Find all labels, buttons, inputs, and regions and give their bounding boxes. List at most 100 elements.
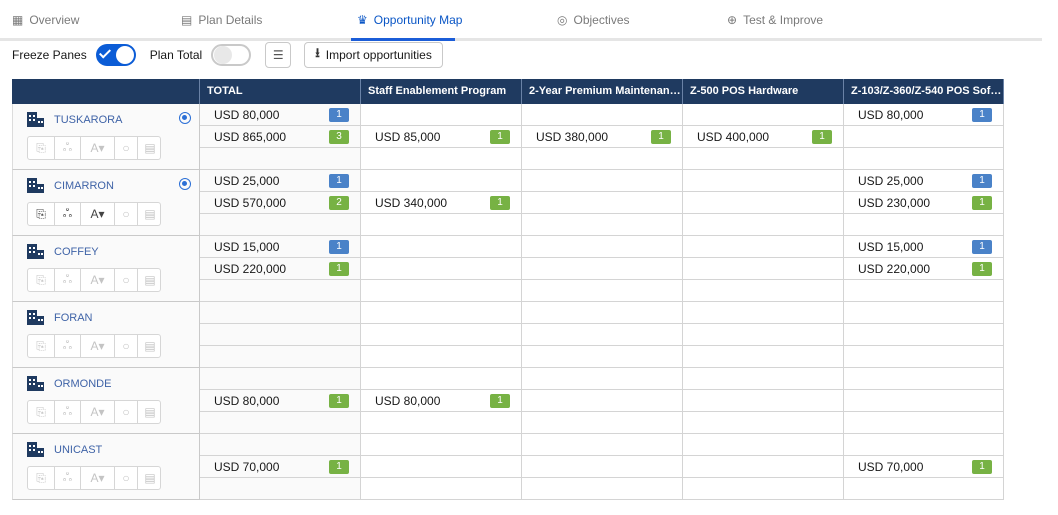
account-name[interactable]: UNICAST xyxy=(54,443,103,456)
amount-value[interactable]: USD 25,000 xyxy=(214,174,280,188)
total-cell[interactable]: USD 80,000 1 xyxy=(200,390,361,412)
count-badge[interactable]: 1 xyxy=(329,394,349,408)
amount-value[interactable]: USD 80,000 xyxy=(214,108,280,122)
count-badge[interactable]: 1 xyxy=(972,460,992,474)
circle-icon[interactable]: ○ xyxy=(115,203,138,225)
amount-value[interactable]: USD 400,000 xyxy=(697,130,770,144)
amount-value[interactable]: USD 70,000 xyxy=(858,460,924,474)
opportunity-cell[interactable]: USD 25,000 1 xyxy=(844,170,1004,192)
circle-icon[interactable]: ○ xyxy=(115,269,138,291)
opportunity-cell[interactable]: USD 85,000 1 xyxy=(361,126,522,148)
total-cell[interactable]: USD 865,000 3 xyxy=(200,126,361,148)
clipboard-icon[interactable]: ▤ xyxy=(144,207,156,221)
total-cell[interactable]: USD 15,000 1 xyxy=(200,236,361,258)
hierarchy-icon[interactable]: ஃ xyxy=(55,269,81,291)
hierarchy-icon[interactable]: ஃ xyxy=(55,467,81,489)
list-view-button[interactable]: ☰ xyxy=(265,42,292,68)
clipboard-icon[interactable]: ▤ xyxy=(144,141,156,155)
import-opportunities-button[interactable]: ⭳ Import opportunities xyxy=(304,42,443,68)
amount-value[interactable]: USD 80,000 xyxy=(858,108,924,122)
tab-plan-details[interactable]: ▤ Plan Details xyxy=(181,11,262,29)
report-icon[interactable]: ⎘ xyxy=(28,401,55,423)
tab-objectives[interactable]: ◎ Objectives xyxy=(557,11,630,29)
hierarchy-icon[interactable]: ஃ xyxy=(55,401,81,423)
count-badge[interactable]: 1 xyxy=(329,460,349,474)
report-icon[interactable]: ⎘ xyxy=(28,467,55,489)
amount-value[interactable]: USD 220,000 xyxy=(858,262,931,276)
font-size-icon[interactable]: A▾ xyxy=(81,467,115,489)
opportunity-cell[interactable]: USD 80,000 1 xyxy=(844,104,1004,126)
hierarchy-icon[interactable]: ஃ xyxy=(55,137,81,159)
column-header[interactable]: Z-103/Z-360/Z-540 POS Soft... xyxy=(844,79,1004,104)
column-header[interactable]: Staff Enablement Program xyxy=(361,79,522,104)
circle-icon[interactable]: ○ xyxy=(115,137,138,159)
count-badge[interactable]: 1 xyxy=(329,174,349,188)
clipboard-icon[interactable]: ▤ xyxy=(144,339,156,353)
clipboard-icon[interactable]: ▤ xyxy=(144,405,156,419)
opportunity-cell[interactable]: USD 15,000 1 xyxy=(844,236,1004,258)
hierarchy-icon[interactable]: ஃ xyxy=(55,335,81,357)
total-cell[interactable]: USD 25,000 1 xyxy=(200,170,361,192)
count-badge[interactable]: 1 xyxy=(490,130,510,144)
opportunity-cell[interactable]: USD 70,000 1 xyxy=(844,456,1004,478)
amount-value[interactable]: USD 25,000 xyxy=(858,174,924,188)
count-badge[interactable]: 1 xyxy=(972,240,992,254)
amount-value[interactable]: USD 865,000 xyxy=(214,130,287,144)
amount-value[interactable]: USD 15,000 xyxy=(858,240,924,254)
opportunity-cell[interactable]: USD 400,000 1 xyxy=(683,126,844,148)
count-badge[interactable]: 1 xyxy=(972,196,992,210)
opportunity-cell[interactable]: USD 80,000 1 xyxy=(361,390,522,412)
count-badge[interactable]: 3 xyxy=(329,130,349,144)
circle-icon[interactable]: ○ xyxy=(115,467,138,489)
report-icon[interactable]: ⎘ xyxy=(28,137,55,159)
count-badge[interactable]: 1 xyxy=(490,196,510,210)
freeze-panes-toggle[interactable] xyxy=(95,44,136,66)
opportunity-cell[interactable]: USD 340,000 1 xyxy=(361,192,522,214)
clipboard-icon[interactable]: ▤ xyxy=(144,471,156,485)
amount-value[interactable]: USD 570,000 xyxy=(214,196,287,210)
font-size-icon[interactable]: A▾ xyxy=(81,269,115,291)
count-badge[interactable]: 1 xyxy=(329,108,349,122)
account-name[interactable]: TUSKARORA xyxy=(54,113,123,126)
opportunity-cell[interactable]: USD 230,000 1 xyxy=(844,192,1004,214)
account-name[interactable]: COFFEY xyxy=(54,245,99,258)
amount-value[interactable]: USD 70,000 xyxy=(214,460,280,474)
amount-value[interactable]: USD 220,000 xyxy=(214,262,287,276)
clipboard-icon[interactable]: ▤ xyxy=(144,273,156,287)
amount-value[interactable]: USD 80,000 xyxy=(214,394,280,408)
font-size-icon[interactable]: A▾ xyxy=(81,401,115,423)
total-cell[interactable]: USD 80,000 1 xyxy=(200,104,361,126)
amount-value[interactable]: USD 80,000 xyxy=(375,394,441,408)
account-name[interactable]: FORAN xyxy=(54,311,93,324)
circle-icon[interactable]: ○ xyxy=(115,335,138,357)
report-icon[interactable]: ⎘ xyxy=(28,269,55,291)
report-icon[interactable]: ⎘ xyxy=(28,203,55,225)
tab-opportunity-map[interactable]: ♛ Opportunity Map xyxy=(357,11,462,29)
hierarchy-icon[interactable]: ஃ xyxy=(55,203,81,225)
tab-overview[interactable]: ▦ Overview xyxy=(12,11,79,29)
amount-value[interactable]: USD 380,000 xyxy=(536,130,609,144)
total-cell[interactable]: USD 570,000 2 xyxy=(200,192,361,214)
font-size-icon[interactable]: A▾ xyxy=(81,335,115,357)
count-badge[interactable]: 1 xyxy=(972,262,992,276)
circle-icon[interactable]: ○ xyxy=(115,401,138,423)
amount-value[interactable]: USD 85,000 xyxy=(375,130,441,144)
column-header[interactable]: 2-Year Premium Maintenanc... xyxy=(522,79,683,104)
count-badge[interactable]: 2 xyxy=(329,196,349,210)
report-icon[interactable]: ⎘ xyxy=(28,335,55,357)
font-size-icon[interactable]: A▾ xyxy=(81,137,115,159)
count-badge[interactable]: 1 xyxy=(329,262,349,276)
locate-icon[interactable] xyxy=(179,178,191,190)
account-name[interactable]: ORMONDE xyxy=(54,377,112,390)
opportunity-cell[interactable]: USD 220,000 1 xyxy=(844,258,1004,280)
total-cell[interactable]: USD 220,000 1 xyxy=(200,258,361,280)
count-badge[interactable]: 1 xyxy=(651,130,671,144)
count-badge[interactable]: 1 xyxy=(972,108,992,122)
amount-value[interactable]: USD 15,000 xyxy=(214,240,280,254)
total-cell[interactable]: USD 70,000 1 xyxy=(200,456,361,478)
count-badge[interactable]: 1 xyxy=(972,174,992,188)
font-size-icon[interactable]: A▾ xyxy=(81,203,115,225)
count-badge[interactable]: 1 xyxy=(329,240,349,254)
count-badge[interactable]: 1 xyxy=(812,130,832,144)
opportunity-cell[interactable]: USD 380,000 1 xyxy=(522,126,683,148)
